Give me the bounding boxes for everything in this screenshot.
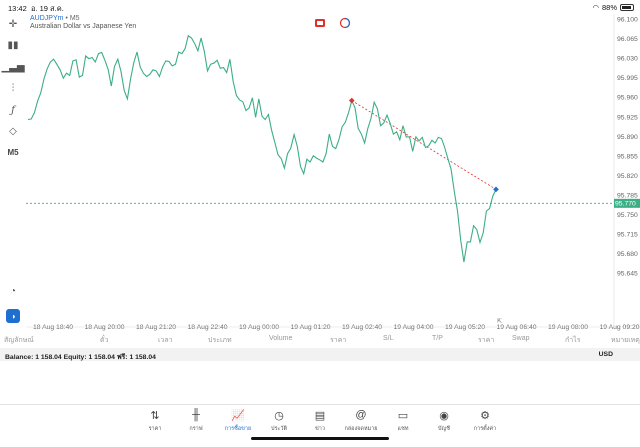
time-tick-label: 19 Aug 09:20 bbox=[600, 324, 640, 331]
time-tick-label: 19 Aug 04:00 bbox=[394, 324, 434, 331]
chart-toolbar: ✛ ▮▮ ▁▃▅ ⫶ ƒ ◇ M5 ◔ ◑ bbox=[0, 14, 26, 323]
price-tick-label: 96.065 bbox=[617, 36, 638, 43]
wifi-icon: ◠ bbox=[592, 3, 599, 12]
time-tick-label: 19 Aug 08:00 bbox=[548, 324, 588, 331]
price-chart[interactable]: 96.100 96.065 96.030 95.995 95.960 95.925 95.8… bbox=[0, 0, 640, 334]
nav-trade[interactable]: 📈 การซื้อขาย bbox=[218, 409, 258, 433]
settings-icon: ⚙ bbox=[480, 410, 490, 422]
account-icon: ◉ bbox=[439, 410, 449, 422]
sell-entry-marker[interactable] bbox=[348, 97, 355, 104]
col-type[interactable]: ประเภท bbox=[208, 337, 232, 344]
history-icon: ◷ bbox=[274, 410, 284, 422]
nav-quotes[interactable]: ⇅ ราคา bbox=[135, 409, 175, 433]
current-price-value: 95.770 bbox=[615, 201, 636, 208]
one-click-trade-icon[interactable]: ◑ bbox=[6, 309, 20, 323]
nav-mailbox[interactable]: @ กล่องจดหมาย bbox=[341, 409, 381, 433]
chat-icon: ▭ bbox=[397, 410, 409, 422]
symbol-description: Australian Dollar vs Japanese Yen bbox=[30, 23, 137, 30]
time-axis: 18 Aug 18:40 18 Aug 20:00 18 Aug 21:20 18 A… bbox=[33, 324, 640, 331]
nav-account[interactable]: ◉ บัญชี bbox=[424, 409, 464, 433]
price-line bbox=[27, 34, 497, 263]
price-axis: 96.100 96.065 96.030 95.995 95.960 95.925 95.8… bbox=[617, 17, 638, 278]
symbol-code[interactable]: AUDJPYm bbox=[30, 15, 64, 22]
balance-bar: Balance: 1 158.04 Equity: 1 158.04 ฟรี: … bbox=[0, 348, 640, 361]
trade-icon: 📈 bbox=[231, 410, 245, 422]
price-tick-label: 95.925 bbox=[617, 114, 638, 121]
nav-settings[interactable]: ⚙ การตั้งค่า bbox=[465, 409, 505, 433]
time-tick-label: 19 Aug 02:40 bbox=[342, 324, 382, 331]
status-bar: 13:42 อ. 19 ส.ค. ◠ 88% bbox=[0, 0, 640, 14]
time-tick-label: 19 Aug 06:40 bbox=[497, 324, 537, 331]
col-price[interactable]: ราคา bbox=[330, 337, 347, 344]
time-tick-label: 19 Aug 01:20 bbox=[291, 324, 331, 331]
col-swap[interactable]: Swap bbox=[512, 335, 530, 342]
col-sl[interactable]: S/L bbox=[383, 335, 394, 342]
indicators-icon[interactable]: ƒ bbox=[11, 104, 15, 116]
mailbox-icon: @ bbox=[355, 409, 367, 421]
price-tick-label: 95.715 bbox=[617, 232, 638, 239]
col-tp[interactable]: T/P bbox=[432, 335, 443, 342]
scroll-end-icon[interactable]: ⇱ bbox=[497, 318, 502, 325]
quotes-icon: ⇅ bbox=[150, 410, 160, 422]
price-tick-label: 95.995 bbox=[617, 75, 638, 82]
price-tick-label: 95.645 bbox=[617, 271, 638, 278]
symbol-header: AUDJPYm • M5 Australian Dollar vs Japane… bbox=[30, 15, 137, 30]
buy-marker[interactable] bbox=[493, 186, 499, 193]
price-tick-label: 95.680 bbox=[617, 251, 638, 258]
price-tick-label: 95.820 bbox=[617, 173, 638, 180]
time-tick-label: 18 Aug 20:00 bbox=[85, 324, 125, 331]
col-comment[interactable]: หมายเหตุ bbox=[611, 337, 640, 344]
col-symbol[interactable]: สัญลักษณ์ bbox=[4, 337, 34, 344]
col-ticket[interactable]: ตั๋ว bbox=[100, 337, 109, 344]
price-tick-label: 95.855 bbox=[617, 153, 638, 160]
trade-connection-line bbox=[351, 100, 497, 190]
positions-table-header: สัญลักษณ์ ตั๋ว เวลา ประเภท Volume ราคา S… bbox=[0, 334, 640, 346]
time-tick-label: 18 Aug 21:20 bbox=[136, 324, 176, 331]
price-tick-label: 96.030 bbox=[617, 56, 638, 63]
col-volume[interactable]: Volume bbox=[269, 335, 293, 342]
price-tick-label: 96.100 bbox=[617, 17, 638, 24]
battery-percent: 88% bbox=[601, 3, 617, 12]
home-indicator bbox=[251, 437, 389, 440]
bottom-navigation: ⇅ ราคา ╫ กราฟ 📈 การซื้อขาย ◷ ประวัติ ▤ ข่าว @… bbox=[0, 404, 640, 447]
chart-zoom-icon[interactable]: ◔ bbox=[9, 285, 17, 297]
nav-news[interactable]: ▤ ข่าว bbox=[300, 409, 340, 433]
price-tick-label: 95.960 bbox=[617, 95, 638, 102]
col-time[interactable]: เวลา bbox=[158, 337, 173, 344]
price-tick-label: 95.890 bbox=[617, 134, 638, 141]
battery-icon bbox=[620, 4, 634, 11]
col-profit[interactable]: กำไร bbox=[565, 337, 581, 344]
time-tick-label: 18 Aug 18:40 bbox=[33, 324, 73, 331]
time-tick-label: 19 Aug 05:20 bbox=[445, 324, 485, 331]
nav-chat[interactable]: ▭ แชท bbox=[383, 409, 423, 433]
balance-currency: USD bbox=[598, 351, 613, 358]
price-tick-label: 95.785 bbox=[617, 192, 638, 199]
symbol-timeframe: M5 bbox=[69, 15, 80, 22]
current-price-tag bbox=[614, 198, 640, 208]
volume-bars-icon[interactable]: ▁▃▅ bbox=[1, 61, 25, 73]
time-tick-label: 18 Aug 22:40 bbox=[188, 324, 228, 331]
objects-icon[interactable]: ◇ bbox=[9, 125, 17, 137]
col-price-current[interactable]: ราคา bbox=[478, 337, 495, 344]
status-time: 13:42 อ. 19 ส.ค. bbox=[8, 4, 64, 13]
nav-chart[interactable]: ╫ กราฟ bbox=[176, 409, 216, 433]
timeframe-button[interactable]: M5 bbox=[7, 147, 19, 157]
chart-icon: ╫ bbox=[192, 409, 200, 421]
time-tick-label: 19 Aug 00:00 bbox=[239, 324, 279, 331]
indicator-settings-icon[interactable]: ⫶ bbox=[11, 82, 15, 94]
nav-history[interactable]: ◷ ประวัติ bbox=[259, 409, 299, 433]
price-tick-label: 95.750 bbox=[617, 212, 638, 219]
crosshair-icon[interactable]: ✛ bbox=[8, 18, 18, 30]
balance-summary: Balance: 1 158.04 Equity: 1 158.04 ฟรี: … bbox=[5, 354, 156, 361]
news-icon: ▤ bbox=[314, 410, 326, 422]
chart-type-icon[interactable]: ▮▮ bbox=[7, 39, 19, 51]
